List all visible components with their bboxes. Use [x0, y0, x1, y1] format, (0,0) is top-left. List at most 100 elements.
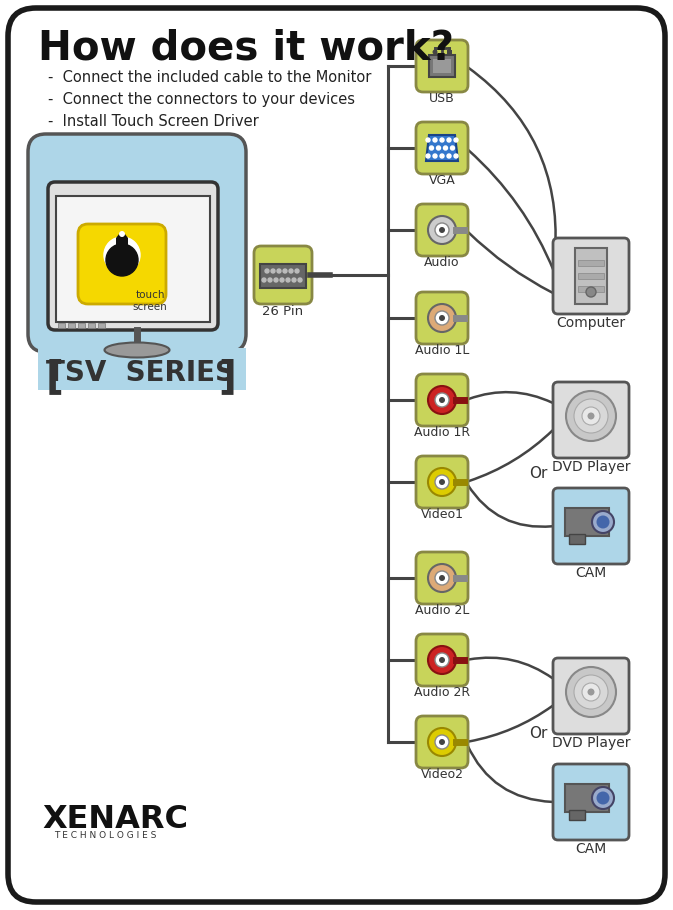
Text: TSV  SERIES: TSV SERIES [46, 359, 234, 387]
Text: T E C H N O L O G I E S: T E C H N O L O G I E S [54, 832, 156, 841]
FancyBboxPatch shape [416, 292, 468, 344]
Bar [578, 286, 604, 292]
Text: DVD Player: DVD Player [552, 460, 630, 474]
Circle shape [447, 154, 451, 158]
Text: How does it work?: How does it work? [38, 28, 454, 68]
Circle shape [439, 315, 445, 321]
Circle shape [428, 728, 456, 756]
Bar [98, 323, 105, 328]
FancyBboxPatch shape [416, 456, 468, 508]
Text: 26 Pin: 26 Pin [262, 305, 304, 318]
Text: touch
screen: touch screen [133, 290, 168, 311]
Circle shape [428, 468, 456, 496]
Circle shape [104, 237, 140, 273]
Text: Audio: Audio [424, 256, 460, 269]
Circle shape [268, 278, 272, 282]
FancyBboxPatch shape [28, 134, 246, 352]
FancyBboxPatch shape [254, 246, 312, 304]
Circle shape [435, 393, 449, 407]
Text: Or: Or [529, 726, 547, 742]
Text: Audio 1R: Audio 1R [414, 426, 470, 439]
Circle shape [447, 138, 451, 142]
FancyBboxPatch shape [416, 204, 468, 256]
Circle shape [450, 146, 454, 150]
Bar [578, 273, 604, 279]
Circle shape [428, 564, 456, 592]
Circle shape [433, 138, 437, 142]
Circle shape [574, 675, 608, 709]
Text: Or: Or [529, 467, 547, 481]
Circle shape [588, 689, 594, 695]
Circle shape [289, 269, 293, 273]
Circle shape [435, 475, 449, 489]
Text: [: [ [46, 358, 64, 396]
Text: VGA: VGA [429, 174, 456, 187]
Bar [433, 59, 451, 73]
Circle shape [433, 154, 437, 158]
Circle shape [277, 269, 281, 273]
Polygon shape [426, 135, 458, 161]
Circle shape [274, 278, 278, 282]
FancyBboxPatch shape [416, 634, 468, 686]
Circle shape [295, 269, 299, 273]
Circle shape [582, 407, 600, 425]
Text: -  Connect the included cable to the Monitor: - Connect the included cable to the Moni… [48, 70, 371, 85]
Bar [88, 323, 95, 328]
Circle shape [566, 667, 616, 717]
Circle shape [444, 146, 448, 150]
Bar [447, 50, 452, 54]
Circle shape [592, 787, 614, 809]
Circle shape [435, 311, 449, 325]
Circle shape [574, 399, 608, 433]
Text: CAM: CAM [575, 566, 606, 580]
Text: USB: USB [429, 92, 455, 105]
Circle shape [283, 269, 287, 273]
Circle shape [433, 49, 437, 55]
Bar [565, 784, 609, 812]
FancyBboxPatch shape [416, 122, 468, 174]
Text: Audio 1L: Audio 1L [415, 344, 469, 357]
Circle shape [439, 739, 445, 745]
Circle shape [435, 223, 449, 237]
Text: XENARC: XENARC [42, 804, 188, 835]
Bar [429, 55, 455, 77]
Bar [565, 508, 609, 536]
Bar [56, 196, 210, 322]
Bar [578, 260, 604, 266]
Circle shape [596, 792, 610, 804]
Bar [260, 264, 306, 288]
Text: Video1: Video1 [421, 508, 464, 521]
Circle shape [439, 227, 445, 233]
Circle shape [454, 154, 458, 158]
Circle shape [106, 244, 138, 276]
FancyBboxPatch shape [8, 8, 665, 902]
FancyBboxPatch shape [38, 348, 246, 390]
Text: Audio 2R: Audio 2R [414, 686, 470, 699]
Circle shape [454, 138, 458, 142]
Circle shape [566, 391, 616, 441]
Circle shape [265, 269, 269, 273]
Circle shape [596, 515, 610, 529]
Text: -  Install Touch Screen Driver: - Install Touch Screen Driver [48, 114, 258, 129]
FancyBboxPatch shape [78, 224, 166, 304]
Circle shape [439, 575, 445, 581]
Circle shape [588, 412, 594, 420]
Bar [58, 323, 65, 328]
Circle shape [429, 146, 433, 150]
Circle shape [582, 683, 600, 701]
Circle shape [428, 304, 456, 332]
Circle shape [428, 216, 456, 244]
FancyBboxPatch shape [416, 374, 468, 426]
FancyBboxPatch shape [416, 40, 468, 92]
Circle shape [437, 146, 441, 150]
Circle shape [439, 397, 445, 403]
Bar [68, 323, 75, 328]
Circle shape [435, 571, 449, 585]
Circle shape [586, 287, 596, 297]
Circle shape [428, 386, 456, 414]
Bar [569, 810, 585, 820]
Circle shape [439, 479, 445, 485]
Circle shape [298, 278, 302, 282]
Text: DVD Player: DVD Player [552, 736, 630, 750]
Text: CAM: CAM [575, 842, 606, 856]
